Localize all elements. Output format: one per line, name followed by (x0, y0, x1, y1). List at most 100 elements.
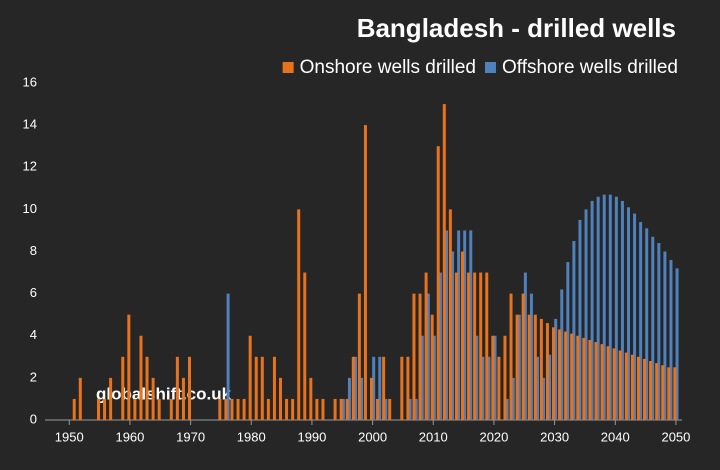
bar (445, 230, 448, 420)
bar (151, 377, 155, 420)
bar (103, 398, 107, 420)
bar (406, 356, 410, 420)
bar (436, 146, 440, 420)
bar (475, 335, 479, 420)
bar (651, 236, 655, 420)
bar (539, 318, 543, 420)
bar (139, 335, 143, 420)
bar (673, 367, 677, 420)
x-tick-label: 1950 (55, 429, 84, 444)
bar (487, 356, 491, 420)
bar (181, 377, 185, 420)
bar (655, 363, 659, 420)
bar (345, 398, 349, 420)
bar (630, 354, 634, 420)
bar (285, 398, 289, 420)
x-tick-label: 2020 (479, 429, 508, 444)
bar (297, 209, 301, 420)
bar (576, 335, 580, 420)
bar (636, 356, 640, 420)
bar (529, 293, 533, 420)
bar (542, 377, 546, 420)
bar (663, 251, 667, 420)
bar (515, 314, 519, 420)
bar (97, 398, 100, 420)
bar (372, 356, 376, 420)
bar (533, 314, 537, 420)
bar (509, 293, 513, 420)
bar (418, 293, 422, 420)
bar (230, 398, 234, 420)
bar (473, 272, 477, 420)
bar (649, 361, 653, 420)
bar (370, 377, 373, 420)
x-tick-label: 2040 (601, 429, 630, 444)
bar (461, 251, 464, 420)
bar (376, 398, 380, 420)
bar (121, 356, 125, 420)
bar (424, 272, 428, 420)
bar (78, 377, 82, 420)
bar (454, 272, 458, 420)
bar (357, 293, 361, 420)
bar (218, 398, 222, 420)
bar (627, 207, 630, 420)
bar (485, 272, 489, 420)
x-tick-label: 2050 (661, 429, 690, 444)
y-tick-label: 6 (30, 285, 37, 300)
bar (491, 335, 495, 420)
bar (448, 209, 452, 420)
bar (420, 335, 424, 420)
bar (511, 377, 515, 420)
bar (157, 398, 161, 420)
bar (639, 222, 643, 420)
bar (479, 272, 483, 420)
bar (643, 358, 646, 420)
bar (321, 398, 325, 420)
bar (548, 354, 552, 420)
bar (600, 344, 604, 420)
bar (618, 350, 622, 420)
bar (614, 196, 618, 420)
bar (133, 398, 137, 420)
bar (578, 219, 582, 420)
bar (309, 377, 313, 420)
bar (291, 398, 295, 420)
bar (266, 398, 270, 420)
bar (400, 356, 404, 420)
bar (169, 398, 173, 420)
watermark: globalshift.co.uk (96, 384, 232, 403)
chart-title: Bangladesh - drilled wells (357, 13, 676, 43)
bar (467, 272, 471, 420)
bar (360, 377, 364, 420)
bar (351, 356, 355, 420)
bar (521, 293, 525, 420)
x-tick-label: 2000 (358, 429, 387, 444)
bar (503, 335, 507, 420)
bar (669, 259, 673, 420)
bar (175, 356, 179, 420)
bar (645, 228, 649, 420)
bar (248, 335, 252, 420)
bar (612, 348, 616, 420)
bar (388, 398, 392, 420)
bar (363, 125, 367, 420)
y-tick-label: 4 (30, 327, 37, 342)
bar (341, 398, 345, 420)
bar (594, 342, 598, 420)
y-tick-label: 12 (23, 159, 37, 174)
bar (590, 200, 594, 420)
bar (602, 194, 606, 420)
bar (339, 398, 343, 420)
bar (224, 398, 228, 420)
bar (497, 356, 501, 420)
bar (347, 377, 351, 420)
bar (560, 289, 564, 420)
bar (408, 398, 412, 420)
bar (382, 356, 386, 420)
bar (303, 272, 307, 420)
bar (572, 240, 576, 420)
y-tick-label: 2 (30, 369, 37, 384)
bar (354, 356, 357, 420)
